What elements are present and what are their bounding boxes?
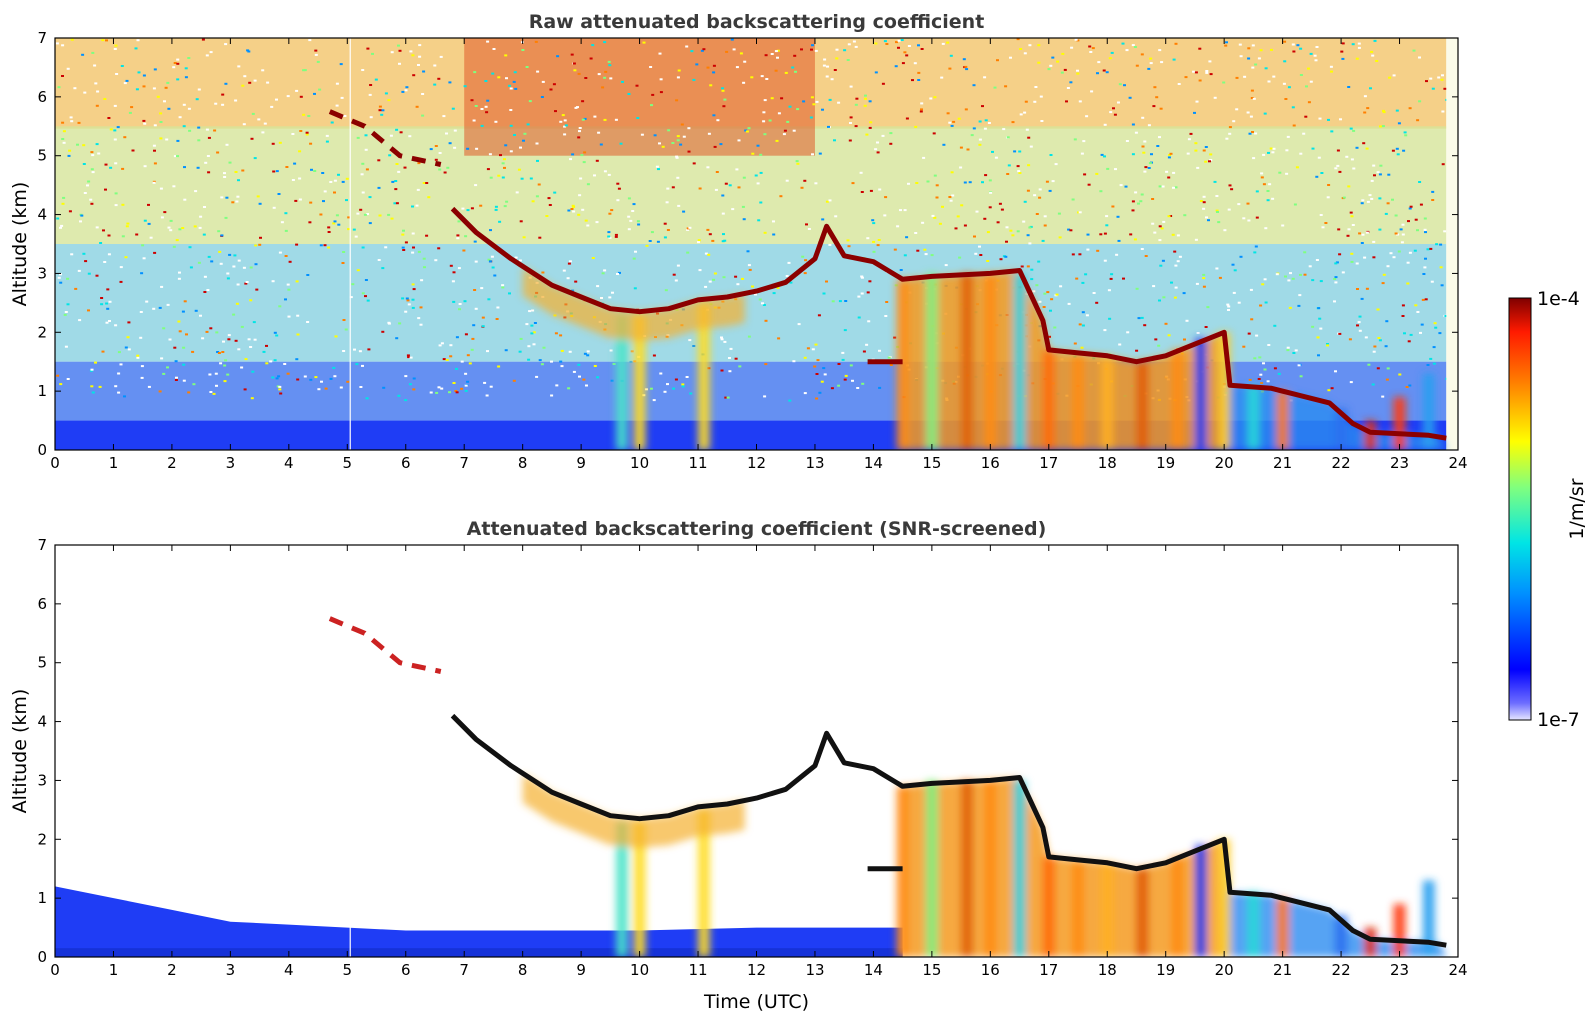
y-tick-label: 1 xyxy=(37,382,47,400)
x-tick-label: 5 xyxy=(343,961,353,979)
y-tick-label: 2 xyxy=(37,323,47,341)
x-tick-label: 10 xyxy=(630,454,649,472)
y-tick-label: 2 xyxy=(37,830,47,848)
upper-cloud-fragments xyxy=(328,109,442,167)
noise-speckle xyxy=(55,38,1449,402)
plot-area xyxy=(55,616,1447,957)
x-tick-label: 24 xyxy=(1448,454,1467,472)
x-tick-label: 9 xyxy=(576,961,586,979)
x-tick-label: 16 xyxy=(981,961,1000,979)
x-tick-label: 8 xyxy=(518,454,528,472)
x-tick-label: 20 xyxy=(1215,454,1234,472)
x-tick-label: 2 xyxy=(167,454,177,472)
y-tick-label: 0 xyxy=(37,441,47,459)
x-tick-label: 11 xyxy=(688,961,707,979)
x-tick-label: 12 xyxy=(747,454,766,472)
x-tick-label: 21 xyxy=(1273,454,1292,472)
x-tick-label: 20 xyxy=(1215,961,1234,979)
plot-area xyxy=(55,38,1458,450)
x-tick-label: 6 xyxy=(401,961,411,979)
x-tick-label: 18 xyxy=(1098,454,1117,472)
x-tick-label: 17 xyxy=(1039,961,1058,979)
x-tick-label: 2 xyxy=(167,961,177,979)
y-tick-label: 6 xyxy=(37,595,47,613)
x-tick-label: 24 xyxy=(1448,961,1467,979)
x-tick-label: 15 xyxy=(922,961,941,979)
x-tick-label: 1 xyxy=(109,454,119,472)
y-tick-label: 5 xyxy=(37,654,47,672)
precipitation xyxy=(522,773,1447,957)
x-tick-label: 23 xyxy=(1390,961,1409,979)
y-tick-label: 1 xyxy=(37,889,47,907)
y-axis-label: Altitude (km) xyxy=(9,689,31,814)
x-tick-label: 16 xyxy=(981,454,1000,472)
y-tick-label: 7 xyxy=(37,29,47,47)
x-tick-label: 9 xyxy=(576,454,586,472)
y-tick-label: 3 xyxy=(37,771,47,789)
x-tick-label: 22 xyxy=(1332,454,1351,472)
x-tick-label: 10 xyxy=(630,961,649,979)
raw-backscatter-panel: Raw attenuated backscattering coefficien… xyxy=(9,11,1468,472)
y-tick-label: 0 xyxy=(37,948,47,966)
x-tick-label: 6 xyxy=(401,454,411,472)
x-tick-label: 17 xyxy=(1039,454,1058,472)
cloud-layer xyxy=(450,713,1447,948)
y-tick-label: 5 xyxy=(37,147,47,165)
x-tick-label: 3 xyxy=(226,961,236,979)
y-tick-label: 3 xyxy=(37,264,47,282)
x-tick-label: 12 xyxy=(747,961,766,979)
x-tick-label: 14 xyxy=(864,961,883,979)
y-axis-label: Altitude (km) xyxy=(9,182,31,307)
boundary-layer xyxy=(55,886,903,957)
upper-cloud-fragments xyxy=(328,616,442,674)
x-tick-label: 1 xyxy=(109,961,119,979)
cloud-layer xyxy=(450,206,1447,441)
colorbar-unit-label: 1/m/sr xyxy=(1566,478,1588,539)
x-tick-label: 7 xyxy=(459,454,469,472)
colorbar: 1e-4 1e-7 1/m/sr xyxy=(1508,288,1588,731)
x-tick-label: 15 xyxy=(922,454,941,472)
x-tick-label: 0 xyxy=(50,961,60,979)
x-tick-label: 0 xyxy=(50,454,60,472)
x-tick-label: 22 xyxy=(1332,961,1351,979)
x-tick-label: 13 xyxy=(805,454,824,472)
x-tick-label: 19 xyxy=(1156,961,1175,979)
x-tick-label: 3 xyxy=(226,454,236,472)
x-tick-label: 5 xyxy=(343,454,353,472)
x-tick-label: 4 xyxy=(284,454,294,472)
x-tick-label: 8 xyxy=(518,961,528,979)
colorbar-min-label: 1e-7 xyxy=(1537,709,1580,731)
x-axis-label: Time (UTC) xyxy=(703,991,809,1013)
x-tick-label: 4 xyxy=(284,961,294,979)
x-tick-label: 21 xyxy=(1273,961,1292,979)
x-tick-label: 19 xyxy=(1156,454,1175,472)
y-tick-label: 4 xyxy=(37,713,47,731)
x-tick-label: 18 xyxy=(1098,961,1117,979)
x-tick-label: 7 xyxy=(459,961,469,979)
colorbar-max-label: 1e-4 xyxy=(1537,288,1580,310)
chart-title: Raw attenuated backscattering coefficien… xyxy=(529,11,985,33)
chart-title: Attenuated backscattering coefficient (S… xyxy=(467,518,1047,540)
colorbar-gradient xyxy=(1508,297,1532,721)
y-tick-label: 6 xyxy=(37,88,47,106)
snr-screened-panel: Attenuated backscattering coefficient (S… xyxy=(9,518,1468,1013)
x-tick-label: 13 xyxy=(805,961,824,979)
x-tick-label: 23 xyxy=(1390,454,1409,472)
x-tick-label: 14 xyxy=(864,454,883,472)
y-tick-label: 4 xyxy=(37,206,47,224)
y-tick-label: 7 xyxy=(37,536,47,554)
x-tick-label: 11 xyxy=(688,454,707,472)
precipitation xyxy=(522,266,1447,450)
